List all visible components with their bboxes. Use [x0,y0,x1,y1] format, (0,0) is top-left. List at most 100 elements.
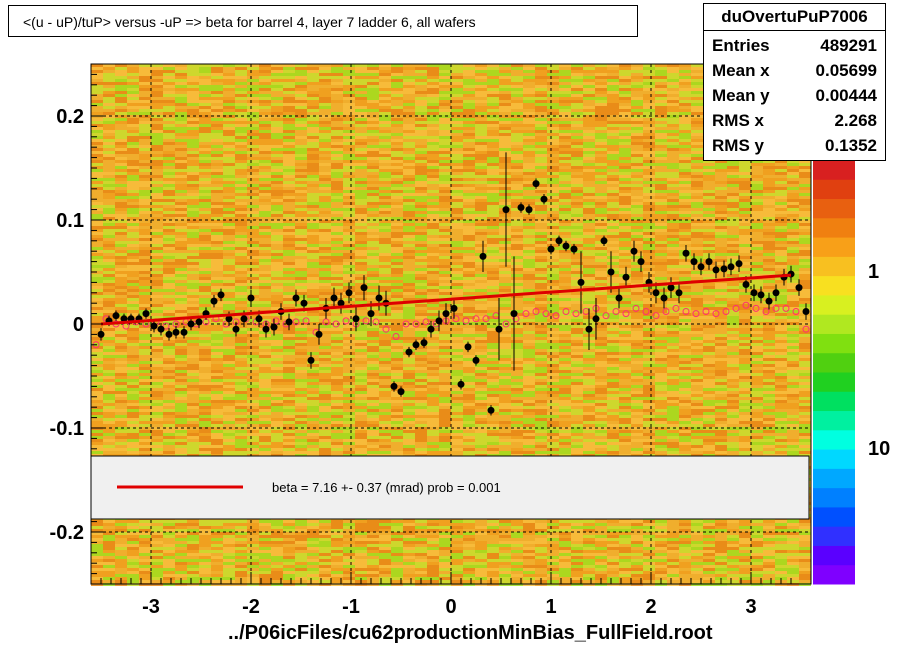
heatmap-cell [427,259,439,262]
heatmap-cell [619,253,631,256]
heatmap-cell [631,211,643,214]
heatmap-cell [655,148,667,151]
heatmap-cell [343,145,355,148]
heatmap-cell [535,178,547,181]
heatmap-cell [379,277,391,280]
heatmap-cell [523,280,535,283]
heatmap-cell [739,250,751,253]
heatmap-cell [295,142,307,145]
heatmap-cell [523,127,535,130]
heatmap-cell [151,313,163,316]
heatmap-cell [691,127,703,130]
heatmap-cell [331,223,343,226]
heatmap-cell [451,277,463,280]
heatmap-cell [547,94,559,97]
heatmap-cell [403,85,415,88]
heatmap-cell [715,283,727,286]
heatmap-cell [355,124,367,127]
heatmap-cell [523,298,535,301]
heatmap-cell [295,103,307,106]
heatmap-cell [451,70,463,73]
heatmap-cell [679,205,691,208]
heatmap-cell [187,223,199,226]
heatmap-cell [727,217,739,220]
heatmap-cell [715,253,727,256]
heatmap-cell [415,262,427,265]
heatmap-cell [607,130,619,133]
heatmap-cell [223,241,235,244]
heatmap-cell [199,301,211,304]
heatmap-cell [691,235,703,238]
heatmap-cell [91,310,103,313]
heatmap-cell [643,229,655,232]
heatmap-cell [751,253,763,256]
heatmap-cell [427,178,439,181]
heatmap-cell [691,157,703,160]
heatmap-cell [151,292,163,295]
heatmap-cell [475,157,487,160]
heatmap-cell [139,250,151,253]
heatmap-cell [679,145,691,148]
heatmap-cell [475,136,487,139]
heatmap-cell [595,133,607,136]
heatmap-cell [499,289,511,292]
heatmap-cell [583,193,595,196]
heatmap-cell [235,76,247,79]
heatmap-cell [415,211,427,214]
heatmap-cell [703,247,715,250]
heatmap-cell [175,247,187,250]
heatmap-cell [379,193,391,196]
heatmap-cell [163,121,175,124]
heatmap-cell [559,133,571,136]
heatmap-cell [487,184,499,187]
heatmap-cell [295,109,307,112]
heatmap-cell [355,283,367,286]
heatmap-cell [679,232,691,235]
heatmap-cell [787,268,799,271]
heatmap-cell [787,307,799,310]
heatmap-cell [151,259,163,262]
heatmap-cell [379,214,391,217]
heatmap-cell [343,70,355,73]
heatmap-cell [211,109,223,112]
heatmap-cell [331,130,343,133]
heatmap-cell [619,121,631,124]
heatmap-cell [307,97,319,100]
heatmap-cell [331,118,343,121]
heatmap-cell [331,184,343,187]
heatmap-cell [379,64,391,67]
heatmap-cell [631,247,643,250]
heatmap-cell [595,184,607,187]
heatmap-cell [475,97,487,100]
heatmap-cell [547,103,559,106]
heatmap-cell [523,190,535,193]
heatmap-cell [535,187,547,190]
heatmap-cell [751,244,763,247]
heatmap-cell [295,244,307,247]
heatmap-cell [571,268,583,271]
heatmap-cell [547,76,559,79]
heatmap-cell [511,133,523,136]
heatmap-cell [535,265,547,268]
heatmap-cell [667,304,679,307]
heatmap-cell [439,307,451,310]
heatmap-cell [403,145,415,148]
heatmap-cell [103,148,115,151]
heatmap-cell [571,304,583,307]
heatmap-cell [451,223,463,226]
heatmap-cell [643,175,655,178]
heatmap-cell [367,202,379,205]
heatmap-cell [259,172,271,175]
heatmap-cell [679,217,691,220]
heatmap-cell [295,220,307,223]
heatmap-cell [547,184,559,187]
heatmap-cell [271,235,283,238]
heatmap-cell [307,283,319,286]
heatmap-cell [619,214,631,217]
heatmap-cell [787,184,799,187]
heatmap-cell [103,199,115,202]
heatmap-cell [367,214,379,217]
heatmap-cell [523,196,535,199]
heatmap-cell [535,97,547,100]
heatmap-cell [235,274,247,277]
